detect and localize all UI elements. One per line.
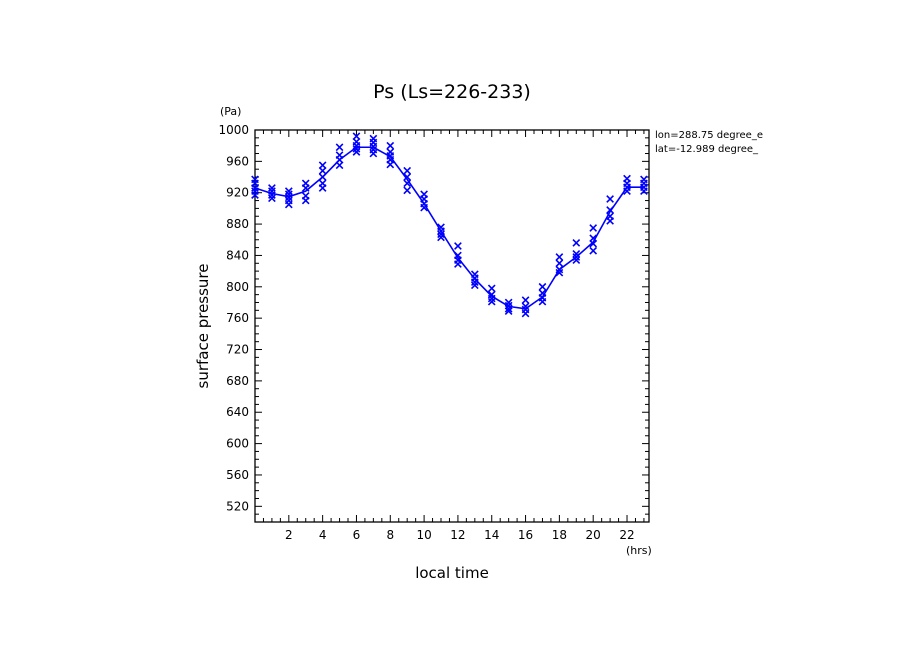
info-lat: lat=-12.989 degree_ — [655, 144, 759, 155]
scatter-point — [470, 281, 479, 290]
x-tick-label: 10 — [416, 528, 431, 542]
x-tick-label: 8 — [386, 528, 394, 542]
scatter-point — [589, 239, 598, 248]
info-mask — [780, 126, 904, 158]
y-tick-label: 760 — [226, 311, 249, 325]
y-tick-label: 640 — [226, 405, 249, 419]
scatter-point — [623, 187, 631, 196]
scatter-point — [284, 193, 293, 202]
x-axis-title: local time — [415, 564, 489, 582]
x-tick-label: 6 — [353, 528, 361, 542]
scatter-point — [589, 246, 598, 255]
scatter-point — [572, 250, 581, 258]
scatter-point — [572, 253, 581, 261]
scatter-point — [521, 302, 530, 311]
scatter-point — [369, 142, 378, 151]
scatter-point — [318, 173, 327, 181]
scatter-point — [268, 191, 276, 199]
scatter-point — [251, 184, 259, 192]
scatter-point — [538, 297, 547, 306]
scatter-point — [369, 149, 378, 158]
chart-title: Ps (Ls=226-233) — [373, 81, 531, 103]
scatter-point — [318, 166, 327, 175]
plot-frame — [254, 129, 650, 523]
scatter-point — [420, 203, 428, 212]
scatter-point — [454, 260, 462, 268]
scatter-point — [572, 256, 581, 265]
scatter-point — [301, 184, 310, 192]
scatter-point — [640, 187, 648, 196]
scatter-point — [335, 143, 344, 152]
scatter-point — [284, 187, 293, 196]
y-tick-label: 600 — [226, 437, 249, 451]
x-tick-label: 22 — [619, 528, 634, 542]
x-tick-label: 4 — [319, 528, 327, 542]
scatter-point — [335, 161, 344, 170]
scatter-point — [318, 184, 327, 192]
x-tick-label: 18 — [552, 528, 567, 542]
y-tick-label: 920 — [226, 186, 249, 200]
scatter-point — [301, 196, 310, 205]
scatter-point — [251, 191, 259, 199]
scatter-point — [386, 160, 395, 169]
scatter-point — [268, 184, 276, 192]
plot-layer: 2 4 6 8 10 12 14 16 18 20 22 520 560 600 640 680 720 760 8… — [218, 123, 650, 542]
scatter-point — [470, 278, 479, 286]
scatter-point — [403, 173, 412, 181]
scatter-point — [606, 217, 614, 225]
scatter-point — [284, 190, 293, 199]
y-tick-label: 520 — [226, 499, 249, 513]
scatter-point — [487, 297, 496, 306]
scatter-point — [437, 233, 445, 242]
y-tick-label: 720 — [226, 343, 249, 357]
scatter-point — [504, 298, 513, 307]
scatter-point — [352, 148, 361, 156]
scatter-point — [555, 253, 564, 261]
scatter-point — [504, 307, 513, 315]
scatter-point — [487, 284, 496, 293]
scatter-point — [403, 166, 412, 175]
x-tick-label: 2 — [285, 528, 293, 542]
x-tick-label: 20 — [586, 528, 601, 542]
scatter-point — [606, 195, 614, 203]
scatter-point — [403, 179, 412, 188]
y-tick-label: 840 — [226, 248, 249, 262]
scatter-point — [352, 144, 361, 153]
x-tick-label: 16 — [518, 528, 533, 542]
scatter-point — [437, 230, 445, 239]
y-tick-label: 560 — [226, 468, 249, 482]
scatter-point — [606, 206, 614, 214]
scatter-point — [538, 282, 547, 291]
y-tick-label: 960 — [226, 154, 249, 168]
y-tick-label: 800 — [226, 280, 249, 294]
scatter-point — [555, 268, 564, 277]
scatter-point — [555, 259, 564, 268]
scatter-point — [403, 186, 412, 195]
y-axis-title: surface pressure — [194, 264, 212, 389]
scatter-point — [572, 239, 581, 247]
info-lon: lon=288.75 degree_e — [655, 130, 763, 141]
scatter-point — [386, 141, 395, 150]
scatter-point — [504, 304, 513, 313]
series-line — [254, 146, 644, 310]
scatter-point — [437, 227, 445, 236]
scatter-point — [268, 194, 276, 203]
x-tick-label: 12 — [450, 528, 465, 542]
y-tick-label: 1000 — [218, 123, 249, 137]
scatter-point — [352, 141, 361, 150]
y-unit-label: (Pa) — [220, 105, 241, 118]
scatter-point — [521, 296, 530, 304]
y-tick-label: 880 — [226, 217, 249, 231]
x-tick-label: 14 — [484, 528, 499, 542]
scatter-point — [284, 200, 293, 209]
scatter-point — [589, 224, 598, 232]
x-unit-label: (hrs) — [626, 544, 652, 557]
scatter-point — [521, 309, 530, 318]
scatter-point — [487, 294, 496, 303]
scatter-point — [555, 265, 564, 274]
y-tick-label: 680 — [226, 374, 249, 388]
scatter-point — [454, 242, 462, 250]
